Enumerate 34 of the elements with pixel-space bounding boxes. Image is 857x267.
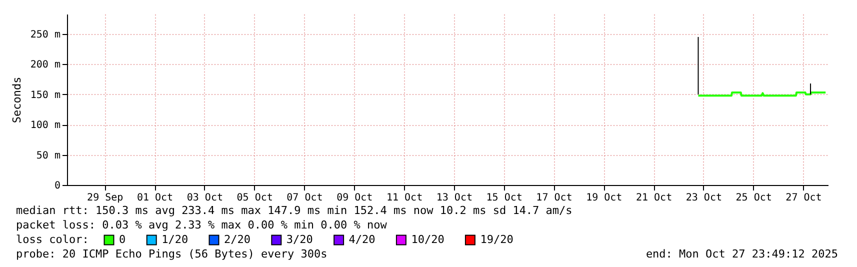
x-tick-label: 01 Oct (136, 192, 174, 204)
y-tick-label: 100 m (30, 120, 60, 132)
x-tick-label: 17 Oct (536, 192, 572, 204)
legend-label: 19/20 (480, 233, 514, 246)
x-tick-label: 19 Oct (586, 192, 622, 204)
legend-label: 2/20 (224, 233, 250, 246)
x-tick-label: 25 Oct (736, 192, 772, 204)
x-tick-label: 03 Oct (186, 192, 223, 204)
x-tick-label: 29 Sep (87, 192, 124, 204)
x-tick-label: 15 Oct (486, 192, 522, 204)
x-tick-label: 23 Oct (686, 192, 722, 204)
text: median rtt: 150.3 ms avg 233.4 ms max 147.9 ms min 152.4 ms now 10.2 ms sd 14.7 am/s (16, 204, 572, 217)
x-tick-label: 05 Oct (236, 192, 273, 204)
x-tick-label: 11 Oct (386, 192, 423, 204)
y-tick-label: 150 m (30, 90, 60, 101)
x-tick-label: 09 Oct (336, 192, 373, 204)
x-tick-label: 21 Oct (636, 192, 672, 204)
legend-label: 3/20 (286, 233, 313, 246)
y-tick-label: 0 (54, 180, 60, 192)
legend-label: 4/20 (348, 233, 376, 246)
legend-label: 0 (119, 233, 126, 246)
x-tick-label: 07 Oct (286, 192, 323, 204)
y-tick-label: 250 m (30, 29, 60, 40)
legend-title: loss color: (16, 233, 89, 246)
legend-label: 10/20 (411, 233, 444, 246)
y-tick-label: 50 m (36, 150, 60, 162)
y-tick-label: 200 m (30, 60, 60, 71)
text: packet loss: 0.03 % avg 2.33 % max 0.00 % min 0.00 % now (16, 218, 388, 232)
text: end: Mon Oct 27 23:49:12 2025 (646, 248, 838, 260)
x-tick-label: 27 Oct (786, 192, 822, 204)
legend-label: 1/20 (162, 233, 188, 246)
text: probe: 20 ICMP Echo Pings (56 Bytes) every 300s (16, 248, 328, 260)
y-axis-title: Seconds (10, 76, 24, 124)
x-tick-label: 13 Oct (436, 192, 472, 204)
